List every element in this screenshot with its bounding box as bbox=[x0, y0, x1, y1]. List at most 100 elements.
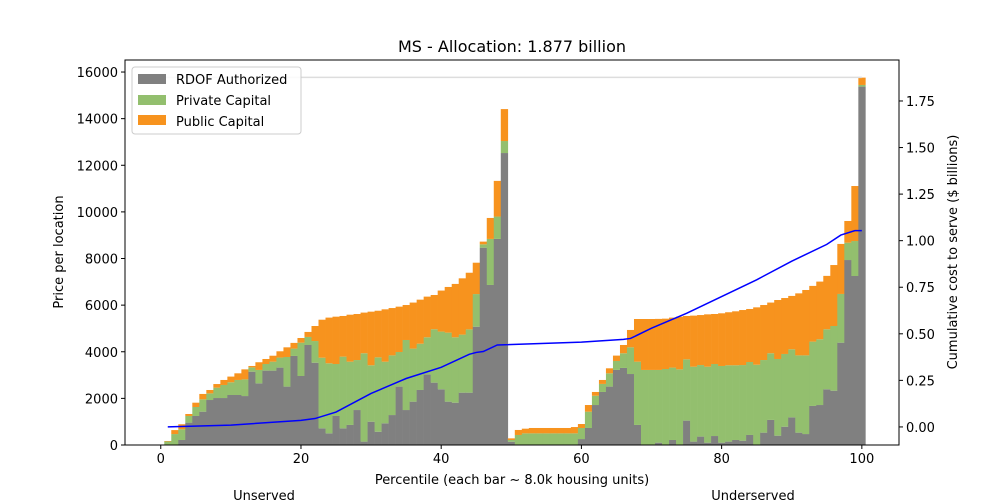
bar-private bbox=[255, 370, 262, 383]
bar-private bbox=[164, 442, 171, 445]
bar-rdof bbox=[767, 420, 774, 445]
bar-public bbox=[248, 366, 255, 367]
bar-rdof bbox=[410, 402, 417, 445]
bar-public bbox=[347, 315, 354, 362]
bar-rdof bbox=[858, 87, 865, 445]
y-tick-label: 0 bbox=[110, 439, 118, 454]
bar-rdof bbox=[248, 372, 255, 445]
bar-rdof bbox=[241, 396, 248, 445]
group-label-unserved: Unserved bbox=[233, 489, 295, 500]
bar-private bbox=[732, 365, 739, 440]
bar-private bbox=[620, 353, 627, 368]
bar-public bbox=[592, 392, 599, 396]
bar-public bbox=[634, 319, 641, 362]
bar-public bbox=[452, 284, 459, 337]
legend-label-rdof: RDOF Authorized bbox=[176, 73, 287, 88]
bar-rdof bbox=[290, 356, 297, 445]
bar-public bbox=[767, 303, 774, 354]
bar-private bbox=[599, 384, 606, 392]
bar-public bbox=[774, 300, 781, 359]
bar-rdof bbox=[354, 410, 361, 445]
bar-private bbox=[529, 433, 536, 445]
bar-public bbox=[522, 429, 529, 434]
bar-public bbox=[585, 405, 592, 412]
bar-rdof bbox=[711, 436, 718, 445]
bar-public bbox=[241, 369, 248, 379]
bar-private bbox=[746, 362, 753, 435]
bar-public bbox=[185, 414, 192, 416]
bar-public bbox=[417, 300, 424, 344]
bar-private bbox=[795, 355, 802, 432]
bar-rdof bbox=[578, 439, 585, 445]
bar-private bbox=[781, 354, 788, 427]
bar-public bbox=[403, 305, 410, 340]
bar-public bbox=[269, 356, 276, 362]
bar-rdof bbox=[333, 416, 340, 445]
bar-rdof bbox=[844, 260, 851, 445]
bar-public bbox=[823, 276, 830, 329]
bar-private bbox=[522, 433, 529, 445]
bar-rdof bbox=[774, 436, 781, 445]
bar-private bbox=[171, 434, 178, 445]
bar-private bbox=[802, 355, 809, 434]
bar-rdof bbox=[227, 395, 234, 445]
bar-public bbox=[424, 297, 431, 338]
bar-public bbox=[739, 310, 746, 365]
bar-private bbox=[592, 396, 599, 405]
bar-rdof bbox=[368, 422, 375, 445]
bar-public bbox=[837, 244, 844, 294]
y-tick-label: 10000 bbox=[77, 206, 118, 221]
y-tick-label: 16000 bbox=[77, 66, 118, 81]
bar-private bbox=[697, 365, 704, 437]
bar-private bbox=[515, 435, 522, 445]
bar-private bbox=[487, 239, 494, 285]
bar-private bbox=[704, 367, 711, 443]
bar-private bbox=[767, 353, 774, 420]
bar-rdof bbox=[445, 402, 452, 445]
bar-public bbox=[641, 319, 648, 370]
bar-rdof bbox=[269, 371, 276, 445]
bar-private bbox=[283, 357, 290, 387]
bar-rdof bbox=[487, 285, 494, 445]
bar-rdof bbox=[501, 153, 508, 445]
bar-public bbox=[213, 384, 220, 388]
bar-public bbox=[550, 428, 557, 433]
bar-rdof bbox=[592, 405, 599, 445]
bar-private bbox=[613, 361, 620, 370]
bar-public bbox=[368, 312, 375, 366]
bar-public bbox=[326, 318, 333, 364]
bar-private bbox=[340, 357, 347, 429]
bar-rdof bbox=[304, 345, 311, 445]
bar-private bbox=[578, 428, 585, 439]
bar-public bbox=[311, 326, 318, 341]
bar-public bbox=[466, 273, 473, 330]
bar-private bbox=[816, 339, 823, 405]
bar-rdof bbox=[326, 433, 333, 445]
bar-public bbox=[683, 316, 690, 359]
bar-private bbox=[241, 379, 248, 396]
legend: RDOF Authorized Private Capital Public C… bbox=[132, 67, 301, 134]
bar-rdof bbox=[809, 406, 816, 445]
bar-private bbox=[304, 337, 311, 345]
bar-rdof bbox=[206, 400, 213, 445]
bar-private bbox=[375, 357, 382, 431]
bar-public bbox=[802, 290, 809, 355]
bar-public bbox=[354, 314, 361, 360]
bar-private bbox=[473, 294, 480, 327]
bar-public bbox=[564, 428, 571, 433]
bar-public bbox=[438, 291, 445, 332]
bar-private bbox=[739, 365, 746, 441]
bar-public bbox=[816, 282, 823, 340]
bar-private bbox=[683, 359, 690, 420]
bar-rdof bbox=[802, 434, 809, 445]
bar-private bbox=[718, 366, 725, 443]
bar-public bbox=[613, 356, 620, 361]
bar-private bbox=[403, 340, 410, 410]
bar-private bbox=[262, 364, 269, 371]
y2-tick-label: 1.75 bbox=[906, 95, 935, 110]
bar-private bbox=[753, 365, 760, 445]
bar-private bbox=[571, 433, 578, 445]
bar-public bbox=[508, 438, 515, 440]
bar-public bbox=[396, 307, 403, 352]
